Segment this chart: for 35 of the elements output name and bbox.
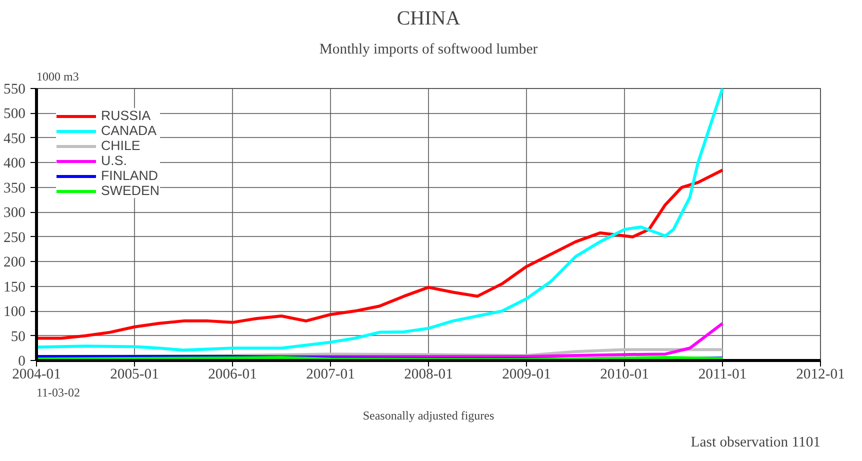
x-tick-label: 2010-01: [600, 366, 649, 382]
y-tick-label: 450: [4, 130, 26, 147]
y-tick-label: 550: [4, 82, 26, 98]
x-tick-label: 2005-01: [110, 366, 159, 382]
y-tick-label: 100: [4, 304, 26, 320]
x-tick-label: 2011-01: [698, 366, 747, 382]
y-tick-label: 150: [4, 279, 26, 296]
x-tick-label: 2009-01: [502, 366, 551, 382]
chart-title: CHINA: [396, 8, 461, 30]
y-tick-label: 0: [18, 354, 26, 370]
line-series: [36, 168, 724, 340]
x-tick-label: 2012-01: [796, 366, 845, 382]
legend-label: U.S.: [101, 153, 127, 168]
text: Seasonally adjusted figures: [362, 408, 494, 422]
legend-label: CHILE: [101, 138, 140, 153]
x-tick-label: 2004-01: [12, 366, 61, 382]
legend-label: SWEDEN: [101, 183, 160, 198]
text: 11-03-02: [36, 386, 80, 400]
y-tick-label: 50: [10, 328, 26, 345]
x-tick-label: 2007-01: [306, 366, 355, 382]
legend-label: RUSSIA: [101, 108, 151, 123]
x-tick-label: 2006-01: [208, 366, 257, 382]
y-tick-label: 500: [4, 106, 26, 122]
text: Last observation 1101: [690, 434, 821, 450]
y-tick-label: 400: [4, 156, 26, 172]
y-tick-label: 250: [4, 230, 26, 246]
y-tick-label: 200: [4, 254, 26, 271]
legend-label: CANADA: [101, 123, 157, 138]
y-axis-title: 1000 m3: [36, 70, 79, 84]
legend-label: FINLAND: [101, 168, 158, 183]
x-tick-label: 2008-01: [404, 366, 453, 382]
y-tick-label: 300: [4, 205, 26, 222]
line-series: [36, 88, 724, 352]
chart-subtitle: Monthly imports of softwood lumber: [319, 42, 538, 58]
y-tick-label: 350: [4, 180, 26, 196]
